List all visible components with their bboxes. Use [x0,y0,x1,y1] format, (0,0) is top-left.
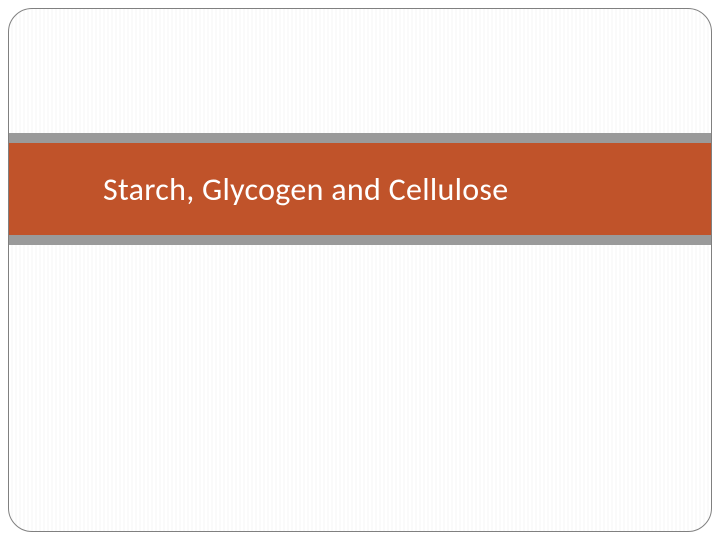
accent-bar-top [9,133,711,143]
accent-bar-bottom [9,235,711,245]
title-band: Starch, Glycogen and Cellulose [9,143,711,235]
slide-frame: Starch, Glycogen and Cellulose [8,8,712,532]
slide-title: Starch, Glycogen and Cellulose [103,170,508,209]
